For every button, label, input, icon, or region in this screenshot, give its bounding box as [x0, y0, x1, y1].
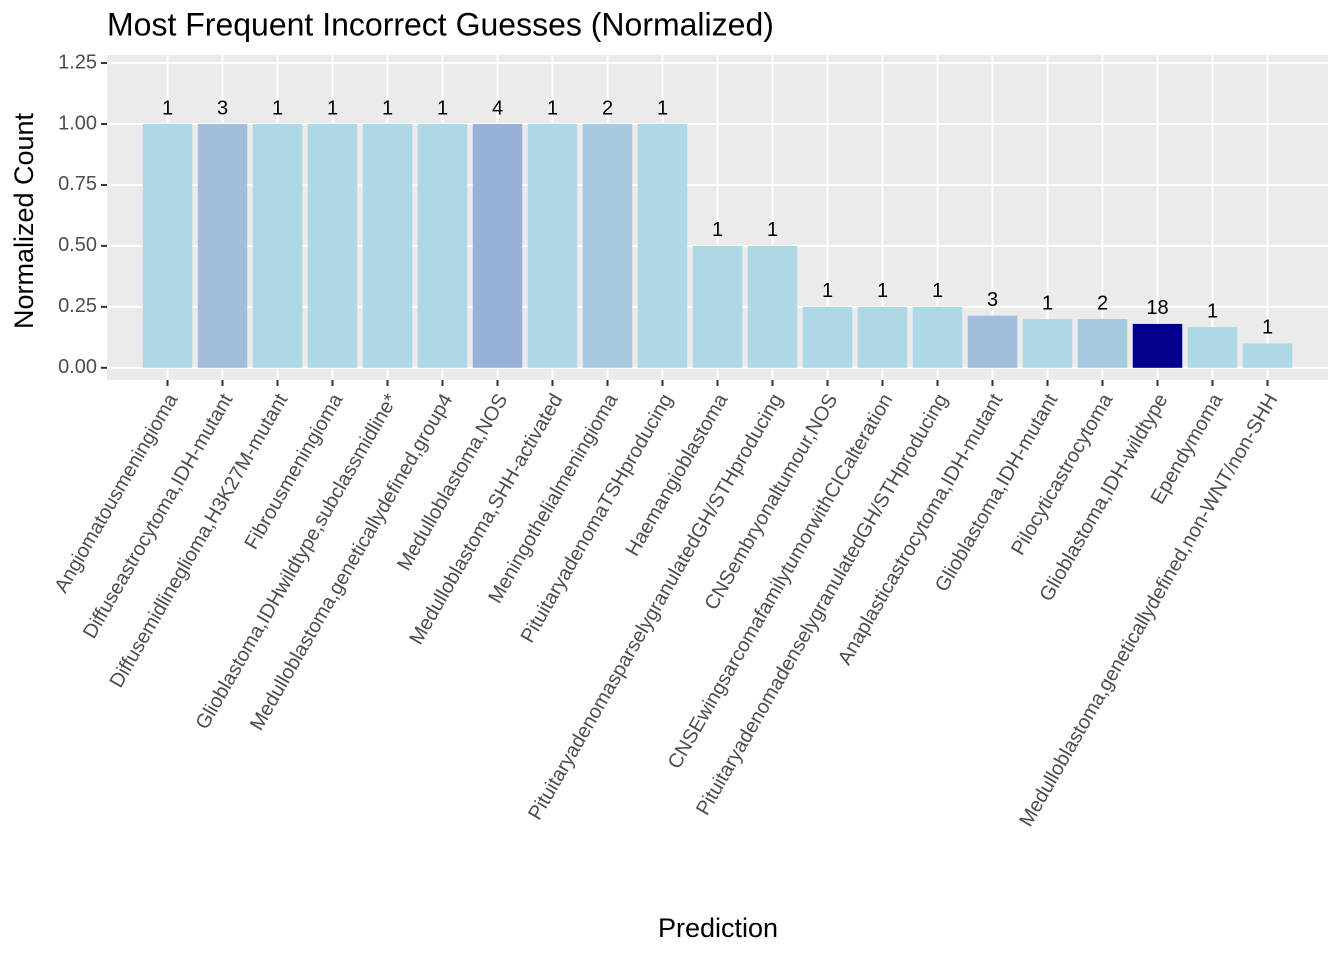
data-label: 1: [1207, 300, 1218, 322]
x-tick-label: Glioblastoma,IDHwildtype,subclassmidline…: [192, 390, 403, 733]
data-label: 3: [987, 289, 998, 311]
data-label: 1: [272, 97, 283, 119]
bar: [637, 123, 688, 368]
data-label: 1: [327, 97, 338, 119]
data-label: 3: [217, 97, 228, 119]
chart-title: Most Frequent Incorrect Guesses (Normali…: [107, 6, 774, 42]
data-label: 4: [492, 97, 503, 119]
x-tick-label: Fibrousmeningioma: [241, 389, 348, 553]
data-label: 1: [822, 280, 833, 302]
bar: [362, 123, 413, 368]
bar: [857, 306, 908, 368]
data-label: 1: [932, 280, 943, 302]
bar: [142, 123, 193, 368]
data-label: 1: [162, 97, 173, 119]
x-tick-label: Medulloblastoma,geneticallydefined,group…: [246, 390, 457, 734]
bar: [692, 245, 743, 368]
y-tick-label: 0.25: [58, 295, 97, 317]
data-label: 1: [1262, 317, 1273, 339]
data-label: 1: [657, 97, 668, 119]
bar: [1022, 319, 1073, 368]
data-label: 1: [547, 97, 558, 119]
data-label: 18: [1146, 297, 1168, 319]
bar: [802, 306, 853, 368]
bar: [747, 245, 798, 368]
bar: [417, 123, 468, 368]
y-tick-label: 1.25: [58, 51, 97, 73]
x-tick-label: PituitaryadenomasparselygranulatedGH/STH…: [524, 390, 787, 824]
x-axis-title: Prediction: [658, 913, 778, 943]
bar: [967, 315, 1018, 368]
bar: [912, 306, 963, 368]
data-label: 1: [1042, 292, 1053, 314]
y-tick-label: 1.00: [58, 112, 97, 134]
data-label: 1: [382, 97, 393, 119]
bar: [252, 123, 303, 368]
bar: [472, 123, 523, 368]
y-tick-label: 0.50: [58, 234, 97, 256]
x-tick-label: Haemangioblastoma: [622, 389, 733, 560]
bar: [307, 123, 358, 368]
bar: [527, 123, 578, 368]
x-tick-label: Pilocyticastrocytoma: [1007, 389, 1118, 559]
y-tick-label: 0.00: [58, 356, 97, 378]
bar: [1077, 319, 1128, 368]
bar: [1132, 323, 1183, 368]
bar: [582, 123, 633, 368]
y-tick-label: 0.75: [58, 173, 97, 195]
data-label: 2: [1097, 292, 1108, 314]
x-tick-label: Medulloblastoma,geneticallydefined,non-W…: [1015, 390, 1282, 830]
bar: [1187, 327, 1238, 368]
data-label: 1: [877, 280, 888, 302]
data-label: 1: [712, 219, 723, 241]
data-label: 1: [767, 219, 778, 241]
bar: [197, 123, 248, 368]
data-label: 2: [602, 97, 613, 119]
y-axis-title: Normalized Count: [9, 112, 39, 329]
bar: [1242, 343, 1293, 368]
data-label: 1: [437, 97, 448, 119]
